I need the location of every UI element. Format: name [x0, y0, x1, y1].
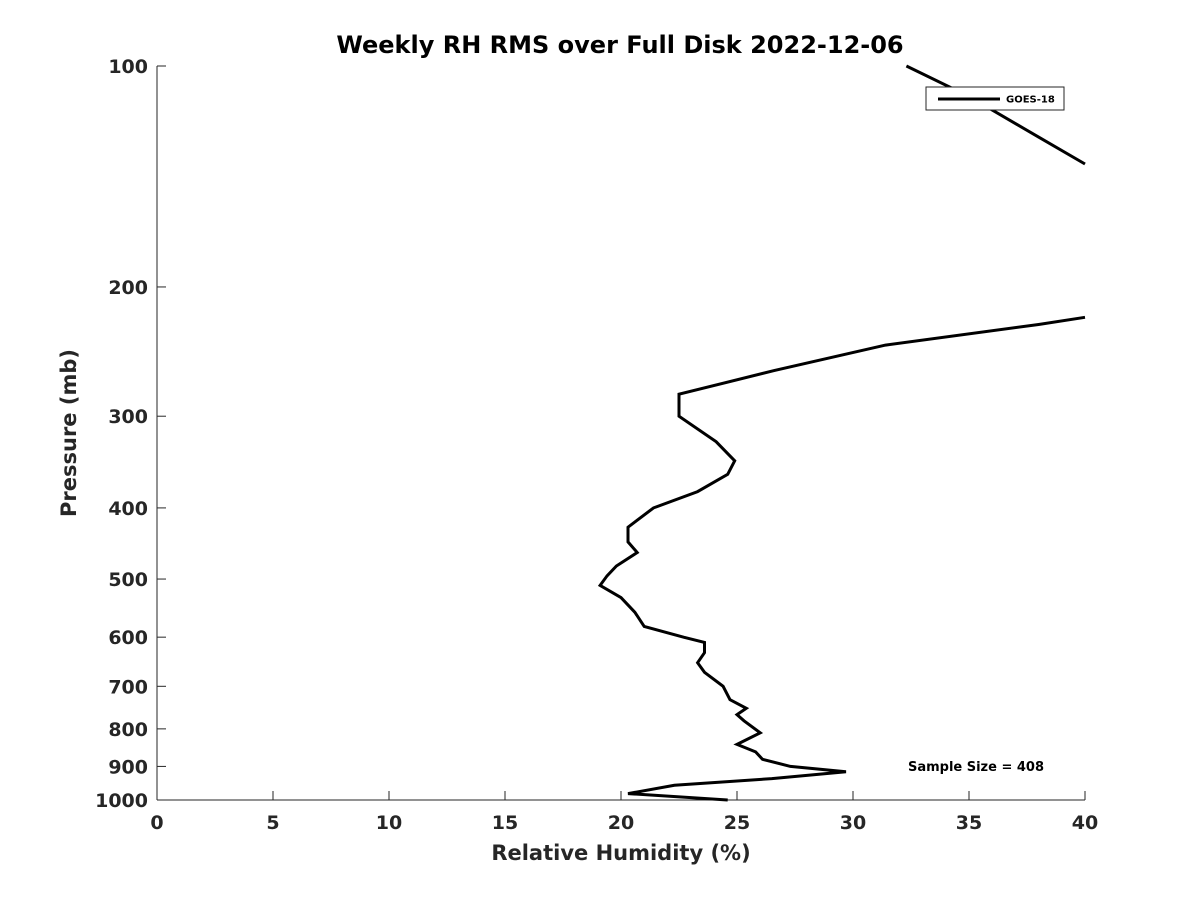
x-tick-label: 25 — [724, 812, 750, 834]
x-tick-label: 30 — [840, 812, 866, 834]
y-tick-label: 800 — [108, 719, 148, 741]
y-axis-ticks: 100 200 300 400 500 600 700 800 900 1000 — [95, 56, 166, 812]
y-tick-label: 700 — [108, 676, 148, 698]
series-group — [597, 64, 1086, 802]
y-tick-label: 400 — [108, 498, 148, 520]
x-tick-label: 40 — [1072, 812, 1098, 834]
series-line-goes-18 — [597, 315, 1086, 802]
x-tick-label: 20 — [608, 812, 634, 834]
y-axis-label: Pressure (mb) — [57, 349, 81, 517]
y-tick-label: 600 — [108, 627, 148, 649]
y-tick-label: 500 — [108, 569, 148, 591]
y-tick-label: 200 — [108, 277, 148, 299]
x-tick-label: 15 — [492, 812, 518, 834]
x-axis-label: Relative Humidity (%) — [491, 841, 750, 865]
legend: GOES-18 — [925, 86, 1065, 111]
x-axis-ticks: 0 5 10 15 20 25 30 35 40 — [150, 791, 1098, 834]
y-tick-label: 900 — [108, 756, 148, 778]
y-tick-label: 300 — [108, 406, 148, 428]
x-tick-label: 35 — [956, 812, 982, 834]
y-tick-label: 1000 — [95, 790, 148, 812]
sample-size-annotation: Sample Size = 408 — [908, 760, 1044, 775]
x-tick-label: 10 — [376, 812, 402, 834]
y-tick-label: 100 — [108, 56, 148, 78]
x-tick-label: 5 — [266, 812, 279, 834]
chart-title: Weekly RH RMS over Full Disk 2022-12-06 — [336, 31, 903, 59]
x-tick-label: 0 — [150, 812, 163, 834]
series-line-goes-18-upper — [905, 64, 1086, 166]
legend-label-goes-18: GOES-18 — [1006, 95, 1055, 106]
